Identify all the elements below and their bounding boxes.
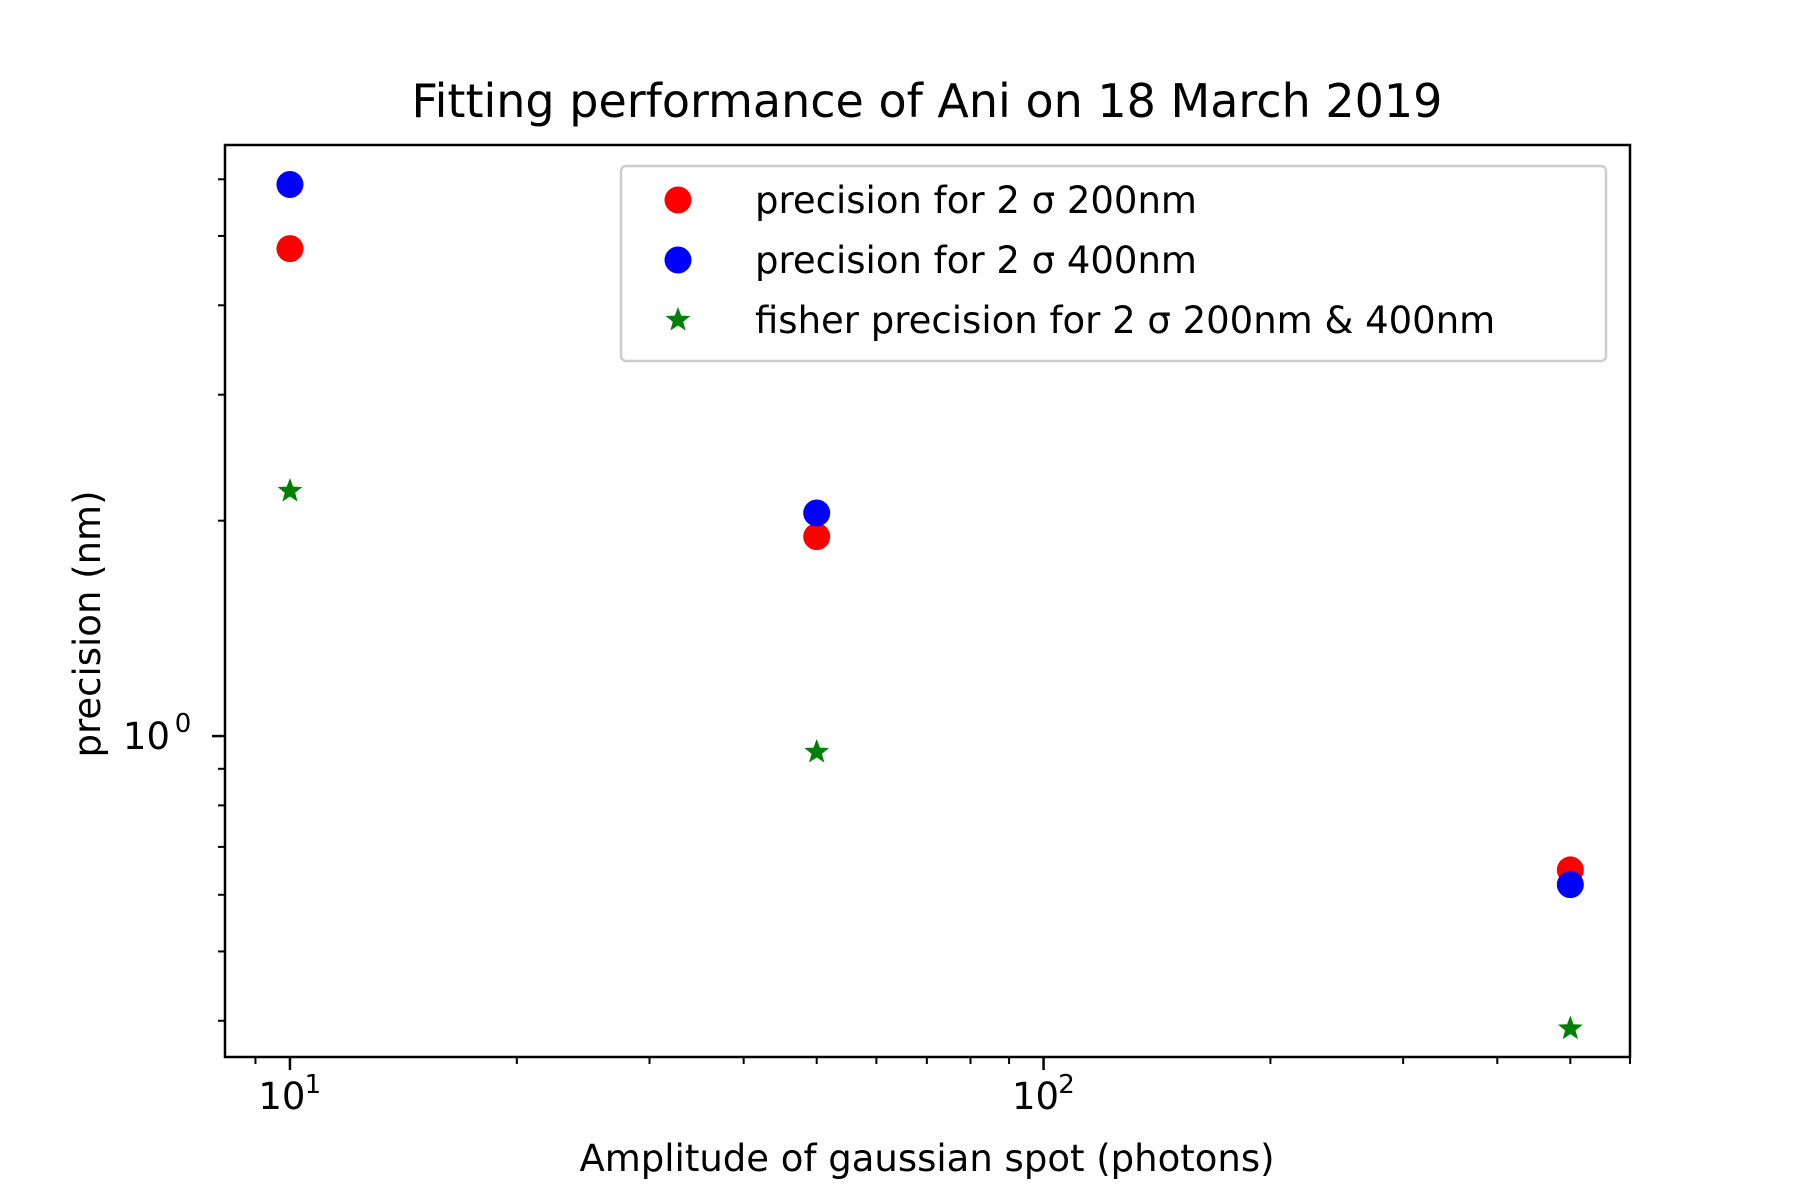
plot-area-frame xyxy=(223,143,1632,1059)
data-point-series-1 xyxy=(276,235,304,263)
data-point-series-2 xyxy=(276,171,304,199)
legend-label: precision for 2 σ 200nm xyxy=(755,179,1197,222)
y-tick-exponent: 0 xyxy=(175,709,192,739)
data-point-series-3 xyxy=(277,478,303,502)
x-tick-label: 10 xyxy=(258,1075,305,1118)
y-tick-label: 10 xyxy=(123,715,170,758)
data-point-series-3 xyxy=(804,739,830,763)
legend-label: precision for 2 σ 400nm xyxy=(755,239,1197,282)
legend-marker xyxy=(665,307,691,331)
legend: precision for 2 σ 200nm precision for 2 σ… xyxy=(619,164,1608,363)
data-point-series-1 xyxy=(803,523,831,551)
legend-marker xyxy=(664,186,692,214)
y-axis-label: precision (nm) xyxy=(66,490,109,757)
x-tick-label: 10 xyxy=(1012,1075,1059,1118)
data-point-series-2 xyxy=(1556,871,1584,899)
data-point-series-2 xyxy=(803,499,831,527)
legend-label: fisher precision for 2 σ 200nm & 400nm xyxy=(755,299,1495,342)
x-tick-exponent: 1 xyxy=(305,1070,322,1100)
x-axis-label: Amplitude of gaussian spot (photons) xyxy=(579,1137,1274,1180)
legend-box xyxy=(619,164,1608,363)
x-tick-exponent: 2 xyxy=(1058,1070,1075,1100)
legend-marker xyxy=(664,246,692,274)
data-point-series-3 xyxy=(1557,1015,1583,1040)
data-points xyxy=(276,171,1584,1040)
chart-title: Fitting performance of Ani on 18 March 2… xyxy=(412,74,1443,128)
